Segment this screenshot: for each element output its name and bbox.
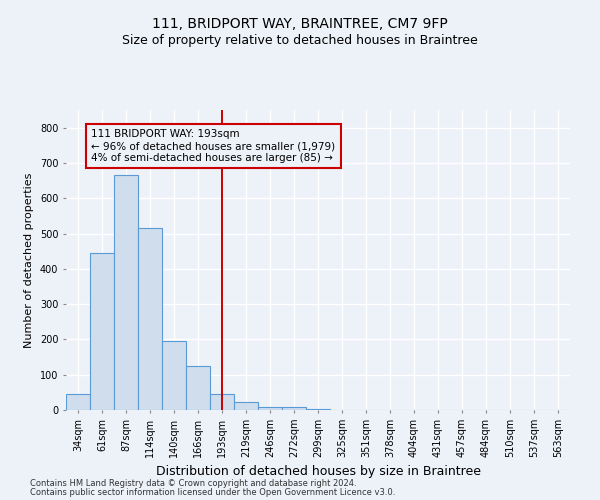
- Bar: [306, 408, 330, 410]
- Text: Contains HM Land Registry data © Crown copyright and database right 2024.: Contains HM Land Registry data © Crown c…: [30, 479, 356, 488]
- Bar: [210, 394, 234, 410]
- Bar: [138, 228, 162, 410]
- Bar: [90, 253, 114, 410]
- Text: 111 BRIDPORT WAY: 193sqm
← 96% of detached houses are smaller (1,979)
4% of semi: 111 BRIDPORT WAY: 193sqm ← 96% of detach…: [91, 130, 335, 162]
- Bar: [234, 402, 258, 410]
- Text: Size of property relative to detached houses in Braintree: Size of property relative to detached ho…: [122, 34, 478, 47]
- Text: Contains public sector information licensed under the Open Government Licence v3: Contains public sector information licen…: [30, 488, 395, 497]
- Bar: [186, 366, 210, 410]
- Bar: [162, 341, 186, 410]
- Text: 111, BRIDPORT WAY, BRAINTREE, CM7 9FP: 111, BRIDPORT WAY, BRAINTREE, CM7 9FP: [152, 18, 448, 32]
- Bar: [258, 407, 282, 410]
- X-axis label: Distribution of detached houses by size in Braintree: Distribution of detached houses by size …: [155, 466, 481, 478]
- Bar: [66, 394, 90, 410]
- Y-axis label: Number of detached properties: Number of detached properties: [25, 172, 34, 348]
- Bar: [114, 176, 138, 410]
- Bar: [282, 407, 306, 410]
